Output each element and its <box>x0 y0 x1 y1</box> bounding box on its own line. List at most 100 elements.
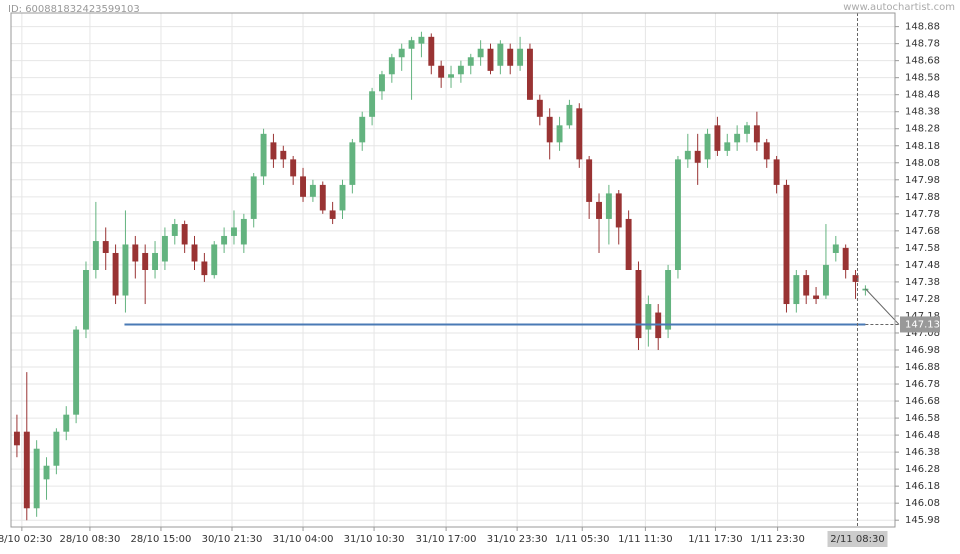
x-tick-label: 1/11 05:30 <box>555 534 609 545</box>
y-tick-label: 146.38 <box>905 447 940 458</box>
candle-body <box>783 184 790 305</box>
candle-body <box>724 142 731 151</box>
x-tick-label: 31/10 10:30 <box>344 534 405 545</box>
candle-body <box>73 329 80 415</box>
candle-body <box>517 48 524 66</box>
source: www.autochartist.com <box>843 2 955 13</box>
y-tick-label: 147.38 <box>905 277 940 288</box>
candle-body <box>132 244 139 262</box>
candle-body <box>53 431 60 466</box>
candle-body <box>300 176 306 197</box>
candle-body <box>221 235 228 245</box>
grid: 145.98 146.08 146.18 146.28 146.38 146.48 146.… <box>0 13 940 545</box>
candle-body <box>576 108 583 160</box>
y-tick-label: 146.58 <box>905 413 940 424</box>
candle-body <box>290 159 297 177</box>
candle-body <box>635 270 642 339</box>
y-tick-label: 148.68 <box>905 56 940 67</box>
candle-body <box>349 142 356 185</box>
y-tick-label: 146.68 <box>905 396 940 407</box>
candle-body <box>467 57 474 66</box>
candle-body <box>694 150 701 163</box>
y-tick-label: 146.88 <box>905 362 940 373</box>
candle-body <box>596 201 602 219</box>
candle-body <box>526 48 533 100</box>
candle-body <box>270 142 277 160</box>
x-tick-label: 30/10 21:30 <box>202 534 263 545</box>
candle-body <box>33 448 40 509</box>
candle-body <box>142 252 149 270</box>
candle-body <box>122 244 129 296</box>
candle-body <box>388 57 395 75</box>
candle-body <box>339 184 346 211</box>
price-label: 147.13 <box>905 319 940 330</box>
candle-body <box>201 261 208 276</box>
candle-body <box>280 150 287 160</box>
candle-body <box>408 40 415 49</box>
candle-body <box>852 275 859 282</box>
y-tick-label: 147.58 <box>905 243 940 254</box>
x-tick-label: 28/10 15:00 <box>131 534 192 545</box>
candle-body <box>556 125 563 143</box>
candle-body <box>161 235 168 262</box>
candle-body <box>862 288 869 291</box>
plot-frame <box>10 12 896 528</box>
candle-body <box>152 252 159 270</box>
candle-body <box>112 252 119 296</box>
candle-body <box>231 227 237 236</box>
y-tick-label: 146.18 <box>905 481 940 492</box>
x-tick-label: 28/10 02:30 <box>0 534 52 545</box>
candle-body <box>250 176 257 219</box>
candle-body <box>438 65 445 78</box>
candle-body <box>763 142 770 160</box>
candle-body <box>645 304 652 330</box>
forecast-arrow <box>865 288 900 325</box>
candle-body <box>586 159 593 202</box>
candle-body <box>448 74 454 78</box>
current-time-box <box>827 531 888 547</box>
x-tick-label: 1/11 23:30 <box>750 534 804 545</box>
current-time-label: 2/11 08:30 <box>830 534 884 545</box>
candle-body <box>428 36 435 66</box>
candle-body <box>329 210 336 219</box>
y-tick-label: 147.78 <box>905 209 940 220</box>
candle-body <box>319 184 326 211</box>
candle-body <box>813 295 820 299</box>
candle-body <box>102 241 109 253</box>
candle-body <box>684 150 691 160</box>
price-label-box <box>900 316 940 333</box>
candle-body <box>13 431 20 446</box>
y-tick-label: 147.28 <box>905 294 940 305</box>
candle-body <box>665 270 672 330</box>
x-tick-label: 1/11 11:30 <box>618 534 672 545</box>
candle-body <box>457 65 464 75</box>
candle-body <box>23 431 30 509</box>
candle-body <box>240 218 247 245</box>
y-tick-label: 148.38 <box>905 107 940 118</box>
y-tick-label: 145.98 <box>905 515 940 526</box>
candle-body <box>566 104 573 126</box>
candle-body <box>704 133 711 160</box>
y-tick-label: 147.98 <box>905 175 940 186</box>
y-tick-label: 146.78 <box>905 379 940 390</box>
candle-body <box>487 48 494 71</box>
y-tick-label: 148.78 <box>905 39 940 50</box>
candle-body <box>418 36 425 44</box>
candle-body <box>92 241 99 270</box>
candle-body <box>211 244 218 276</box>
candle-body <box>369 91 376 117</box>
overlay: 2/11 08:30 147.13 <box>124 13 940 547</box>
y-tick-label: 147.48 <box>905 260 940 271</box>
candle-body <box>842 247 849 270</box>
candle-body <box>398 48 405 58</box>
candle-body <box>507 48 514 66</box>
candle-body <box>605 193 612 219</box>
candle-body <box>546 116 553 143</box>
y-tick-label: 146.98 <box>905 345 940 356</box>
candles <box>13 31 869 521</box>
candle-body <box>734 133 741 143</box>
candle-body <box>674 159 681 270</box>
candle-body <box>832 244 839 253</box>
y-tick-label: 148.28 <box>905 124 940 135</box>
